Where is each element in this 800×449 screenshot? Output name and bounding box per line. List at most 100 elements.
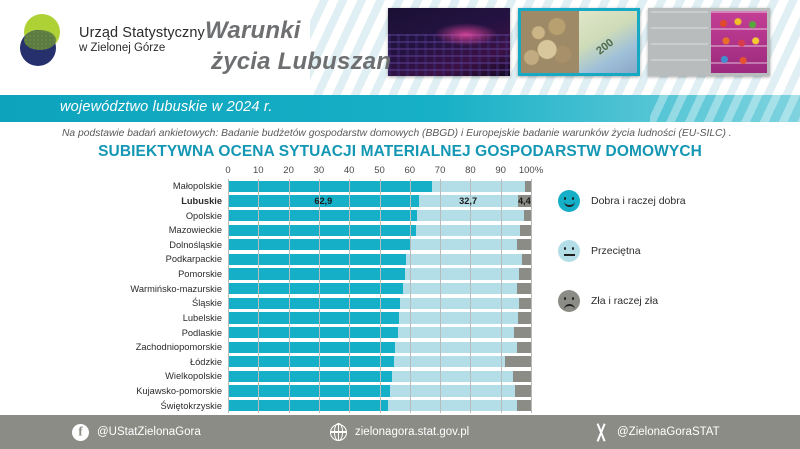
chart-bar-segment xyxy=(410,239,518,251)
chart-row: Pomorskie xyxy=(178,268,531,280)
legend-label: Dobra i raczej dobra xyxy=(591,195,686,207)
gridline xyxy=(409,179,411,413)
chart-row-label: Dolnośląskie xyxy=(169,239,222,250)
footer: @UStatZielonaGora zielonagora.stat.gov.p… xyxy=(0,415,800,449)
header-thumbnails xyxy=(388,8,770,76)
chart-row: Podkarpackie xyxy=(166,253,531,266)
chart-bar-segment xyxy=(228,209,418,222)
chart-bar-segment xyxy=(405,268,519,280)
footer-facebook-label: @UStatZielonaGora xyxy=(97,426,201,438)
chart-row: Małopolskie xyxy=(173,180,531,192)
chart-row: Lubuskie 62,9 32,7 4,4 xyxy=(181,195,531,207)
statistical-office-logo: Urząd Statystyczny w Zielonej Górze xyxy=(18,14,205,66)
chart-legend: Dobra i raczej dobra Przeciętna Zła i racz… xyxy=(558,190,788,340)
chart-row: Wielkopolskie xyxy=(165,370,531,383)
footer-website[interactable]: zielonagora.stat.gov.pl xyxy=(330,423,470,441)
chart-bar-segment xyxy=(228,370,393,383)
facebook-icon xyxy=(72,423,89,441)
legend-item: Przeciętna xyxy=(558,240,788,262)
chart-row: Podlaskie xyxy=(182,326,531,339)
chart-bar-segment xyxy=(394,356,506,368)
chart-value-label: 4,4 xyxy=(517,195,531,206)
subtitle-text: województwo lubuskie w 2024 r. xyxy=(60,99,273,115)
header: Urząd Statystyczny w Zielonej Górze Waru… xyxy=(0,0,800,95)
gridline xyxy=(228,179,229,413)
chart-row: Śląskie xyxy=(192,297,531,309)
coins-and-banknotes-photo xyxy=(518,8,640,76)
chart-bar-segment xyxy=(228,297,401,309)
chart-row: Świętokrzyskie xyxy=(161,400,531,412)
chart-bar-segment xyxy=(400,297,520,309)
institution-name: Urząd Statystyczny xyxy=(79,24,205,41)
x-tick-label: 80 xyxy=(465,165,476,176)
source-note: Na podstawie badań ankietowych: Badanie … xyxy=(62,128,732,139)
institution-city: w Zielonej Górze xyxy=(79,41,166,54)
chart-bar-segment xyxy=(228,385,390,397)
chart-bar-segment xyxy=(514,385,531,397)
chart-row: Mazowieckie xyxy=(169,224,531,236)
x-tick-label: 0 xyxy=(225,165,231,176)
chart-bar-segment xyxy=(228,326,398,339)
chart-bar-segment xyxy=(517,312,531,324)
footer-website-label: zielonagora.stat.gov.pl xyxy=(355,426,470,438)
subtitle-bar: województwo lubuskie w 2024 r. xyxy=(0,95,800,122)
neutral-face-icon xyxy=(558,240,580,262)
chart-bar-segment xyxy=(520,224,531,236)
chart-bar-segment xyxy=(228,312,399,324)
chart-bar-segment xyxy=(416,224,521,236)
x-tick-label: 20 xyxy=(283,165,294,176)
chart-bar-segment xyxy=(395,341,518,353)
chart-bar-segment xyxy=(517,341,531,353)
chart-row-label: Lubelskie xyxy=(182,312,222,323)
chart-bar-segment xyxy=(505,356,531,368)
chart-bar-segment xyxy=(519,297,531,309)
chart-row-label: Lubuskie xyxy=(181,195,222,206)
chart-bar-segment xyxy=(406,253,522,266)
chart-row-label: Śląskie xyxy=(192,298,222,309)
chart-row-label: Małopolskie xyxy=(172,181,222,192)
fridge-left-shelf xyxy=(651,11,708,73)
banknotes-part xyxy=(579,11,637,73)
gridline xyxy=(500,179,502,413)
chart-row-label: Łódzkie xyxy=(189,356,222,367)
x-twitter-icon xyxy=(592,424,609,441)
chart-bar-segment xyxy=(513,370,531,383)
chart-row-label: Pomorskie xyxy=(178,269,222,280)
page-title-line2: życia Lubuszan xyxy=(211,47,392,75)
chart-row-label: Mazowieckie xyxy=(168,225,222,236)
chart-bar-segment xyxy=(228,356,395,368)
chart-value-label: 62,9 xyxy=(314,195,333,206)
globe-icon xyxy=(330,423,347,441)
gridline xyxy=(288,179,290,413)
legend-item: Zła i raczej zła xyxy=(558,290,788,312)
footer-facebook[interactable]: @UStatZielonaGora xyxy=(72,423,201,441)
chart-bar-segment xyxy=(389,385,515,397)
chart-bar-segment xyxy=(397,326,515,339)
chart-bar-segment xyxy=(517,239,531,251)
coins-part xyxy=(521,11,579,73)
chart-bar-segment xyxy=(524,180,531,192)
chart-bar-segment xyxy=(418,195,518,207)
chart-bar-segment xyxy=(403,283,518,295)
footer-x[interactable]: @ZielonaGoraSTAT xyxy=(592,424,720,441)
legend-item: Dobra i raczej dobra xyxy=(558,190,788,212)
x-tick-label: 70 xyxy=(434,165,446,176)
stacked-bar-chart: 0 10 20 30 40 50 60 70 80 90 100% Małopolskie Lubus… xyxy=(0,165,800,415)
x-tick-label: 10 xyxy=(253,165,264,176)
x-tick-label: 40 xyxy=(343,165,355,176)
chart-row: Warmińsko-mazurskie xyxy=(130,283,531,295)
chart-row-label: Wielkopolskie xyxy=(165,371,222,382)
chart-bar-segment xyxy=(228,268,406,280)
chart-bar-segment xyxy=(517,283,531,295)
legend-label: Zła i raczej zła xyxy=(591,295,659,307)
x-axis: 0 10 20 30 40 50 60 70 80 90 100% xyxy=(225,165,543,178)
x-tick-label: 30 xyxy=(313,165,325,176)
chart-bar-segment xyxy=(228,400,389,412)
chart-value-label: 32,7 xyxy=(459,195,478,206)
chart-bar-segment xyxy=(521,253,531,266)
chart-row: Kujawsko-pomorskie xyxy=(136,385,531,397)
chart-bar-segment xyxy=(388,400,518,412)
chart-bar-segment xyxy=(228,341,396,353)
chart-row-label: Warmińsko-mazurskie xyxy=(130,283,222,294)
chart-bar-segment xyxy=(514,326,531,339)
